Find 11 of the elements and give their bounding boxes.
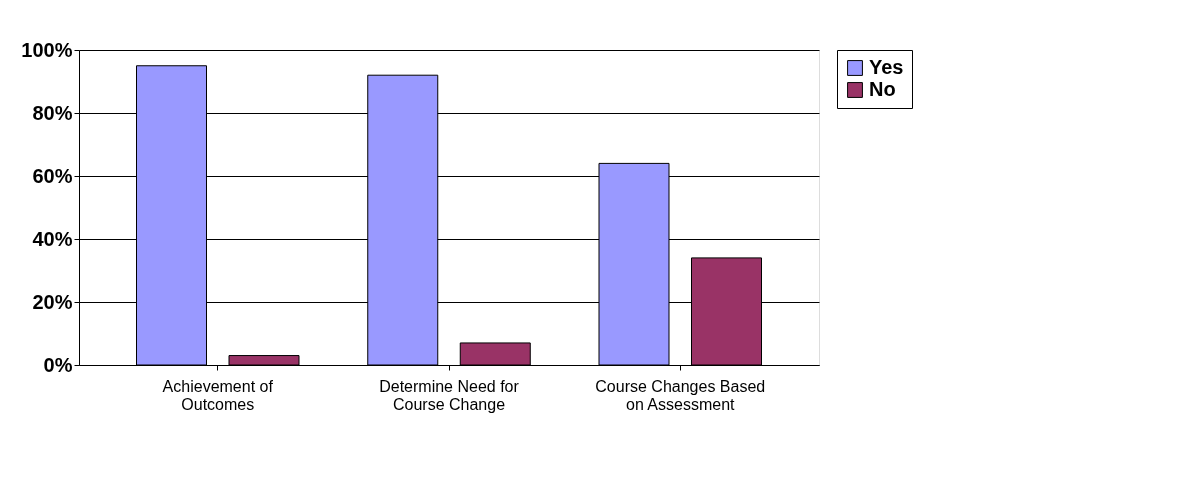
legend-label: No [869,78,896,100]
y-tick-label: 40% [32,227,73,250]
y-tick-label: 100% [21,38,73,61]
y-tick-label: 80% [32,101,73,124]
y-tick-label: 0% [43,353,73,376]
x-tick-label: Course Changes Based on Assessment [595,377,766,413]
y-tick-label: 60% [32,164,73,187]
y-tick-label: 20% [32,290,73,313]
legend-label: Yes [869,56,904,78]
x-tick-label: Determine Need for Course Change [379,377,520,413]
x-tick-label: Achievement of Outcomes [162,377,274,413]
